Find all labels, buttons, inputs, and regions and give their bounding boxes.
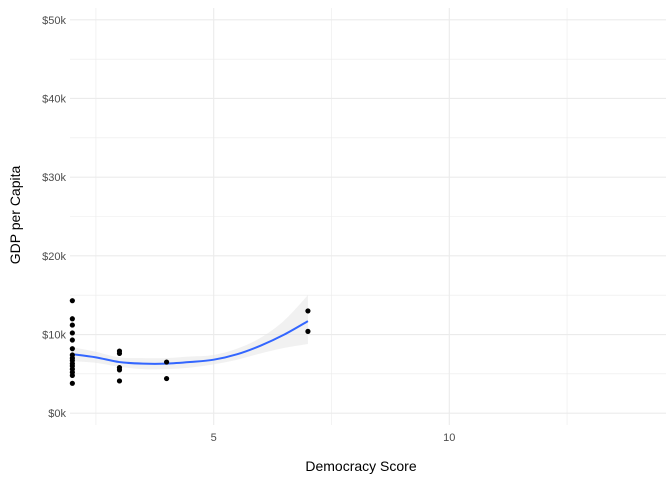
smooth-line-layer (72, 320, 309, 365)
y-tick-label: $50k (42, 15, 66, 27)
x-tick-label: 5 (211, 432, 217, 444)
data-point (116, 378, 123, 384)
y-axis-title: GDP per Capita (7, 166, 23, 265)
data-point (69, 322, 75, 328)
smooth-line (72, 320, 309, 365)
data-point (69, 346, 75, 352)
confidence-band-layer (72, 295, 308, 370)
data-point (69, 372, 75, 379)
data-point (69, 330, 75, 336)
grid-layer (70, 8, 666, 425)
x-tick-label: 10 (443, 432, 455, 444)
confidence-band (72, 295, 308, 370)
data-point (163, 359, 170, 365)
data-point (305, 308, 311, 314)
y-tick-label: $30k (42, 172, 66, 184)
data-point (69, 316, 75, 322)
data-point (69, 337, 75, 343)
y-tick-labels: $0k $10k $20k $30k $40k $50k (42, 15, 66, 420)
y-tick-label: $10k (42, 330, 66, 342)
data-point (116, 350, 123, 357)
points-layer (69, 298, 311, 386)
data-point (69, 380, 75, 386)
x-tick-labels: 5 10 (211, 432, 456, 444)
y-tick-label: $20k (42, 251, 66, 263)
data-point (116, 367, 123, 373)
data-point (305, 328, 311, 334)
y-tick-label: $0k (48, 408, 66, 420)
data-point (163, 375, 170, 382)
y-tick-label: $40k (42, 93, 66, 105)
x-axis-title: Democracy Score (305, 458, 416, 474)
data-point (69, 298, 75, 304)
